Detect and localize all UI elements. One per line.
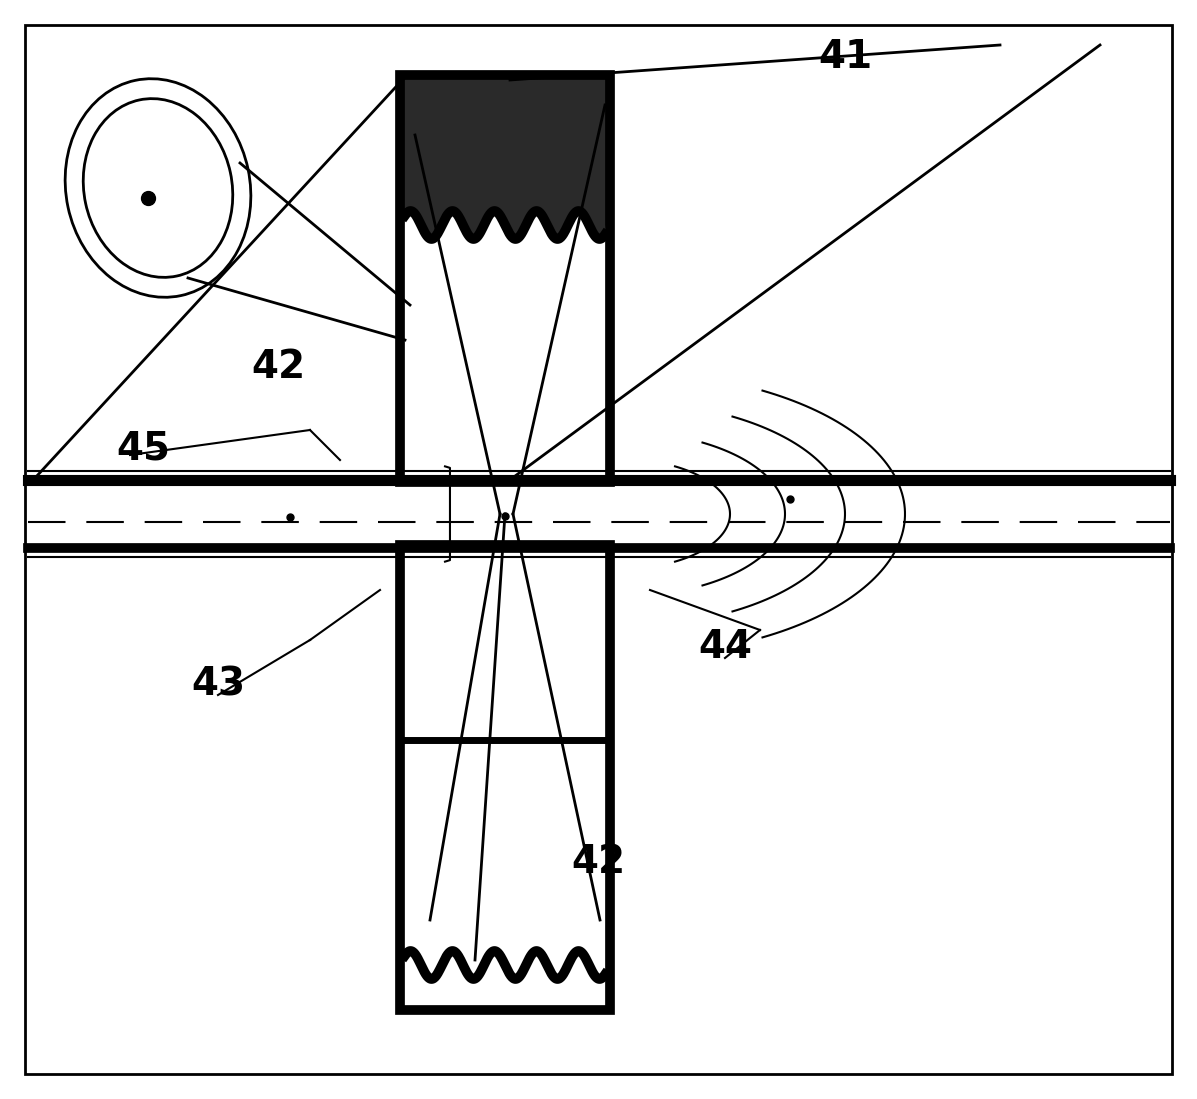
Bar bbox=[400, 545, 610, 1010]
Bar bbox=[400, 75, 610, 482]
Text: 41: 41 bbox=[818, 38, 873, 76]
Text: 42: 42 bbox=[571, 843, 625, 881]
Text: 42: 42 bbox=[251, 348, 305, 386]
Text: 43: 43 bbox=[192, 665, 245, 703]
Polygon shape bbox=[405, 79, 606, 238]
Text: 44: 44 bbox=[698, 628, 752, 666]
Text: 45: 45 bbox=[116, 430, 170, 468]
